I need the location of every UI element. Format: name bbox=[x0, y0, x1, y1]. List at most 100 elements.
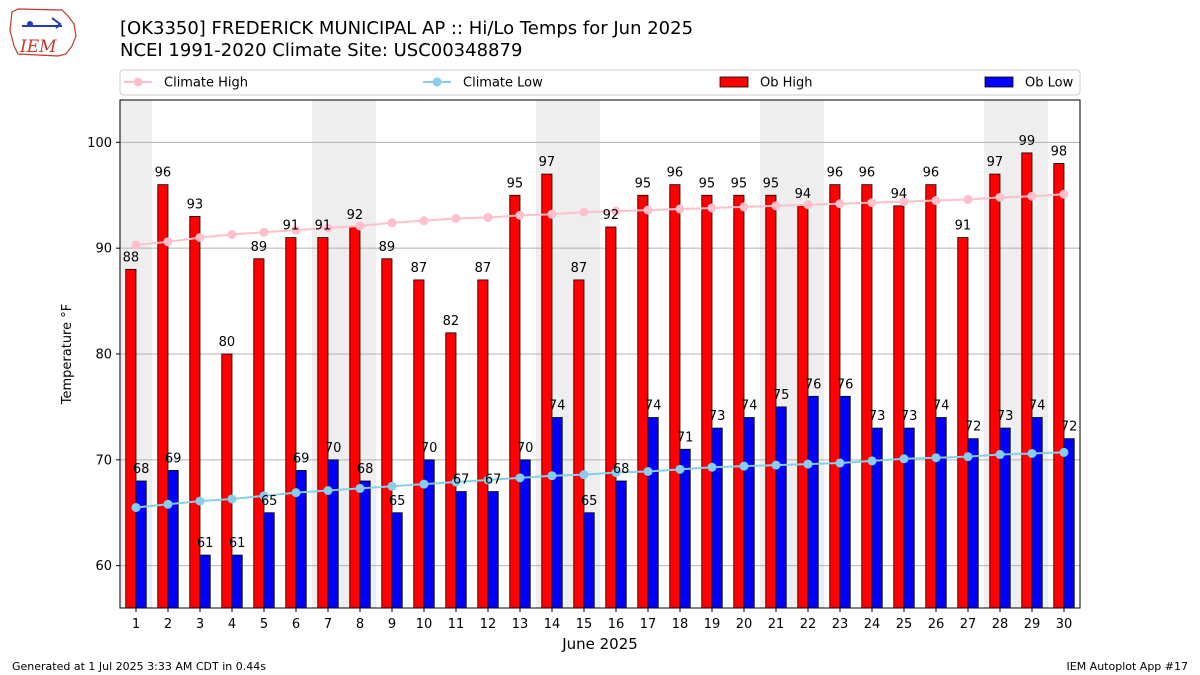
climate-low-point-5 bbox=[259, 491, 269, 501]
ob-high-label-25: 94 bbox=[891, 187, 908, 202]
ob-high-label-6: 91 bbox=[283, 219, 300, 234]
ob-high-label-12: 87 bbox=[475, 261, 492, 276]
ob-low-label-10: 70 bbox=[421, 441, 438, 456]
climate-low-point-24 bbox=[867, 456, 877, 466]
ob-low-bar-19 bbox=[711, 427, 723, 609]
ob-low-bar-4 bbox=[231, 554, 243, 609]
climate-low-point-3 bbox=[195, 496, 205, 506]
generated-timestamp: Generated at 1 Jul 2025 3:33 AM CDT in 0… bbox=[12, 660, 266, 673]
ob-low-bar-26 bbox=[935, 417, 947, 609]
ob-high-label-9: 89 bbox=[379, 240, 396, 255]
chart-title: [OK3350] FREDERICK MUNICIPAL AP :: Hi/Lo… bbox=[120, 18, 694, 39]
ob-high-bar-25 bbox=[893, 205, 905, 609]
ob-low-label-2: 69 bbox=[165, 451, 182, 466]
x-tick-label: 2 bbox=[164, 617, 172, 632]
x-axis-label: June 2025 bbox=[561, 635, 638, 653]
ob-low-label-16: 68 bbox=[613, 462, 630, 477]
ob-high-bar-14 bbox=[541, 173, 553, 609]
ob-low-label-11: 67 bbox=[453, 473, 470, 488]
x-tick-label: 20 bbox=[736, 617, 753, 632]
ob-low-label-9: 65 bbox=[389, 494, 406, 509]
climate-high-point-8 bbox=[355, 221, 365, 231]
ob-high-bar-8 bbox=[349, 226, 361, 609]
climate-low-point-6 bbox=[291, 488, 301, 498]
legend-ob-low-swatch bbox=[984, 76, 1014, 88]
climate-low-point-28 bbox=[995, 450, 1005, 460]
x-tick-label: 28 bbox=[992, 617, 1009, 632]
ob-high-bar-11 bbox=[445, 332, 457, 609]
x-tick-label: 19 bbox=[704, 617, 721, 632]
x-tick-label: 27 bbox=[960, 617, 977, 632]
ob-high-bar-26 bbox=[925, 184, 937, 609]
ob-high-label-2: 96 bbox=[155, 166, 172, 181]
y-tick-label: 70 bbox=[95, 453, 112, 468]
ob-low-bar-1 bbox=[135, 480, 147, 609]
x-tick-label: 25 bbox=[896, 617, 913, 632]
ob-low-label-3: 61 bbox=[197, 536, 214, 551]
climate-low-point-2 bbox=[163, 499, 173, 509]
x-tick-label: 21 bbox=[768, 617, 785, 632]
climate-high-point-1 bbox=[131, 240, 141, 250]
ob-high-bar-5 bbox=[253, 258, 265, 609]
climate-low-point-12 bbox=[483, 475, 493, 485]
climate-low-point-30 bbox=[1059, 447, 1069, 457]
iem-logo: IEM bbox=[9, 8, 77, 57]
x-tick-label: 4 bbox=[228, 617, 236, 632]
ob-high-label-24: 96 bbox=[859, 166, 876, 181]
ob-high-bar-18 bbox=[669, 184, 681, 609]
ob-high-label-21: 95 bbox=[763, 176, 780, 191]
ob-low-bar-9 bbox=[391, 512, 403, 609]
ob-high-bar-29 bbox=[1021, 152, 1033, 609]
ob-low-label-18: 71 bbox=[677, 430, 694, 445]
ob-low-bar-3 bbox=[199, 554, 211, 609]
ob-high-bar-19 bbox=[701, 194, 713, 609]
x-tick-label: 16 bbox=[608, 617, 625, 632]
data-labels: 88 68 96 69 93 61 80 61 89 65 91 69 91 70 92 68 89 65 87 70… bbox=[123, 134, 1078, 551]
ob-low-bar-14 bbox=[551, 417, 563, 609]
climate-low-point-19 bbox=[707, 462, 717, 472]
climate-high-point-25 bbox=[899, 197, 909, 207]
ob-high-bar-30 bbox=[1053, 163, 1065, 609]
ob-high-bar-24 bbox=[861, 184, 873, 609]
climate-low-point-18 bbox=[675, 464, 685, 474]
ob-low-label-17: 74 bbox=[645, 399, 662, 414]
climate-high-point-5 bbox=[259, 227, 269, 237]
ob-low-bar-22 bbox=[807, 395, 819, 609]
climate-low-point-8 bbox=[355, 483, 365, 493]
climate-low-point-9 bbox=[387, 481, 397, 491]
climate-high-line bbox=[135, 193, 1065, 246]
ob-low-label-19: 73 bbox=[709, 409, 726, 424]
x-tick-label: 9 bbox=[388, 617, 396, 632]
ob-low-bar-7 bbox=[327, 459, 339, 609]
y-tick-label: 60 bbox=[95, 559, 112, 574]
climate-low-point-15 bbox=[579, 470, 589, 480]
climate-low-point-25 bbox=[899, 454, 909, 464]
ob-high-bar-9 bbox=[381, 258, 393, 609]
x-tick-label: 3 bbox=[196, 617, 204, 632]
legend-ob-high-swatch bbox=[719, 76, 749, 88]
ob-low-label-6: 69 bbox=[293, 451, 310, 466]
climate-low-point-20 bbox=[739, 461, 749, 471]
climate-high-point-23 bbox=[835, 199, 845, 209]
climate-low-point-29 bbox=[1027, 448, 1037, 458]
climate-low-point-22 bbox=[803, 459, 813, 469]
ob-low-label-4: 61 bbox=[229, 536, 246, 551]
ob-high-label-29: 99 bbox=[1019, 134, 1036, 149]
ob-high-label-20: 95 bbox=[731, 176, 748, 191]
x-tick-label: 5 bbox=[260, 617, 268, 632]
ob-high-label-28: 97 bbox=[987, 155, 1004, 170]
ob-low-bar-8 bbox=[359, 480, 371, 609]
climate-low-point-13 bbox=[515, 473, 525, 483]
climate-high-point-15 bbox=[579, 207, 589, 217]
legend: Climate High Climate Low Ob High Ob Low bbox=[119, 69, 1081, 96]
y-tick-label: 80 bbox=[95, 348, 112, 363]
ob-high-bar-7 bbox=[317, 237, 329, 609]
logo-text: IEM bbox=[19, 37, 57, 57]
ob-high-bar-13 bbox=[509, 194, 521, 609]
x-tick-label: 12 bbox=[480, 617, 497, 632]
ob-low-label-8: 68 bbox=[357, 462, 374, 477]
ob-low-bar-27 bbox=[967, 438, 979, 609]
ob-low-bar-2 bbox=[167, 470, 179, 609]
